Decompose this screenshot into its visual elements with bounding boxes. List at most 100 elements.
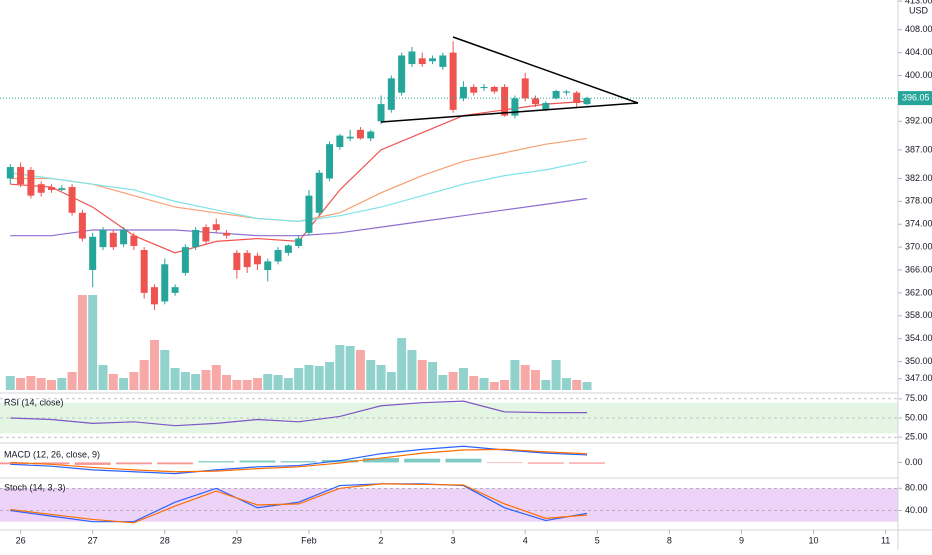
volume-bar bbox=[139, 360, 149, 390]
volume-bar bbox=[541, 380, 551, 390]
y-tick-label: 358.00 bbox=[905, 310, 932, 320]
candle-body bbox=[449, 52, 457, 110]
macd-histogram bbox=[404, 458, 441, 463]
x-tick-label: 9 bbox=[739, 535, 744, 545]
y-tick-label: 50.00 bbox=[905, 412, 928, 422]
y-tick-label: 80.00 bbox=[905, 483, 928, 493]
candle-body bbox=[243, 252, 251, 268]
x-tick-label: 3 bbox=[451, 535, 456, 545]
macd-histogram bbox=[527, 462, 564, 464]
volume-bar bbox=[67, 372, 77, 390]
candle-body bbox=[47, 187, 55, 190]
y-tick-label: 362.00 bbox=[905, 287, 932, 297]
last-price-box bbox=[898, 91, 932, 106]
y-tick-label: 25.00 bbox=[905, 432, 928, 442]
macd-histogram bbox=[239, 460, 276, 463]
volume-bar bbox=[222, 375, 232, 390]
x-tick-label: 28 bbox=[160, 535, 170, 545]
volume-bar bbox=[283, 378, 293, 390]
macd-histogram bbox=[157, 462, 194, 465]
indicator-title: RSI (14, close) bbox=[4, 397, 64, 407]
candle-body bbox=[130, 235, 138, 246]
candle-body bbox=[367, 131, 375, 139]
candle-body bbox=[264, 261, 272, 271]
macd-histogram bbox=[115, 462, 152, 465]
volume-bar bbox=[211, 365, 221, 390]
macd-histogram bbox=[321, 459, 358, 463]
macd-histogram bbox=[198, 461, 235, 463]
volume-bar bbox=[129, 372, 139, 390]
volume-bar bbox=[366, 360, 376, 390]
x-tick-label: 26 bbox=[16, 535, 26, 545]
indicator-line bbox=[10, 448, 588, 473]
macd-histogram bbox=[568, 462, 605, 464]
volume-bar bbox=[386, 372, 396, 390]
volume-bar bbox=[119, 378, 129, 390]
macd-histogram bbox=[363, 458, 400, 463]
volume-bar bbox=[201, 370, 211, 390]
candle-body bbox=[315, 172, 323, 213]
candle-body bbox=[58, 188, 66, 190]
candle-body bbox=[233, 252, 241, 271]
volume-bar bbox=[355, 350, 365, 390]
y-tick-label: 400.00 bbox=[905, 70, 932, 80]
volume-bar bbox=[582, 382, 592, 390]
y-tick-label: 370.00 bbox=[905, 242, 932, 252]
candle-body bbox=[398, 55, 406, 93]
candle-body bbox=[78, 212, 86, 239]
candle-body bbox=[161, 264, 169, 302]
indicator-line bbox=[10, 445, 588, 475]
candle-body bbox=[387, 78, 395, 110]
y-tick-label: 378.00 bbox=[905, 196, 932, 206]
candle-body bbox=[429, 58, 437, 62]
volume-bar bbox=[314, 366, 324, 390]
x-tick-label: 29 bbox=[232, 535, 242, 545]
volume-bar bbox=[458, 368, 468, 390]
volume-bar bbox=[88, 295, 98, 390]
y-tick-label: 354.00 bbox=[905, 333, 932, 343]
candle-body bbox=[521, 78, 529, 99]
indicator-line bbox=[10, 483, 588, 524]
candle-body bbox=[511, 98, 519, 116]
volume-bar bbox=[407, 350, 417, 390]
candle-body bbox=[120, 229, 128, 245]
candle-body bbox=[439, 55, 447, 67]
volume-bar bbox=[500, 380, 510, 390]
volume-bar bbox=[16, 378, 26, 390]
candle-body bbox=[140, 249, 148, 293]
volume-bar bbox=[57, 378, 67, 390]
volume-bar bbox=[531, 370, 541, 390]
candle-body bbox=[109, 232, 117, 248]
volume-bar bbox=[263, 374, 273, 390]
indicator-title: Stoch (14, 3, 3) bbox=[4, 482, 66, 492]
volume-bar bbox=[242, 380, 252, 390]
candle-body bbox=[150, 287, 158, 305]
candle-body bbox=[418, 58, 426, 65]
candle-body bbox=[532, 98, 540, 105]
y-tick-label: 374.00 bbox=[905, 219, 932, 229]
candle-body bbox=[377, 104, 385, 122]
macd-histogram bbox=[445, 458, 482, 463]
volume-bar bbox=[170, 368, 180, 390]
x-tick-label: 5 bbox=[595, 535, 600, 545]
candle-body bbox=[284, 245, 292, 253]
volume-bar bbox=[160, 350, 170, 390]
candle-body bbox=[562, 91, 570, 93]
volume-bar bbox=[479, 378, 489, 390]
candle-body bbox=[212, 224, 220, 230]
y-tick-label: 366.00 bbox=[905, 264, 932, 274]
candle-body bbox=[17, 167, 25, 185]
indicator-line bbox=[10, 483, 588, 523]
x-tick-label: 8 bbox=[667, 535, 672, 545]
x-tick-label: 4 bbox=[523, 535, 528, 545]
currency: USD bbox=[909, 5, 929, 15]
x-tick-label: 2 bbox=[379, 535, 384, 545]
trendline bbox=[452, 36, 639, 104]
candle-body bbox=[89, 236, 97, 271]
volume-bar bbox=[294, 368, 304, 390]
candle-body bbox=[459, 86, 467, 99]
indicator-title: MACD (12, 26, close, 9) bbox=[4, 449, 100, 459]
candle-body bbox=[223, 232, 231, 236]
volume-bar bbox=[252, 378, 262, 390]
